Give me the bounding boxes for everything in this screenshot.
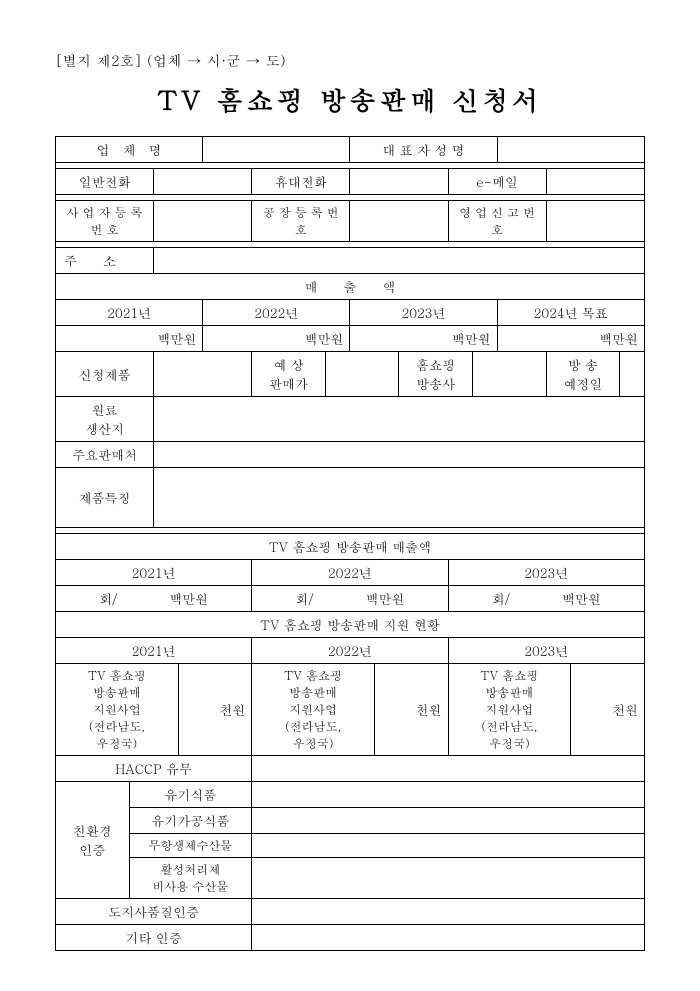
label-mobile: 휴대전화	[252, 169, 350, 195]
field-rev-2022[interactable]: 백만원	[203, 326, 350, 352]
label-ceo: 대 표 자 성 명	[350, 137, 497, 163]
label-gov-cert: 도지사품질인증	[56, 899, 252, 925]
label-organic-proc: 유기가공식품	[129, 808, 252, 834]
field-feature[interactable]	[154, 468, 645, 528]
label-haccp: HACCP 유무	[56, 756, 252, 782]
field-mobile[interactable]	[350, 169, 448, 195]
field-ingredient[interactable]	[154, 397, 645, 442]
field-gov-cert[interactable]	[252, 899, 645, 925]
field-airdate[interactable]	[620, 352, 645, 397]
label-factoryno: 공 장 등 록 번 호	[252, 201, 350, 242]
field-other-cert[interactable]	[252, 925, 645, 951]
field-haccp[interactable]	[252, 756, 645, 782]
label-support: TV 홈쇼핑 방송판매 지원 현황	[56, 612, 645, 638]
field-organic-proc[interactable]	[252, 808, 645, 834]
field-company[interactable]	[203, 137, 350, 163]
label-tvrev: TV 홈쇼핑 방송판매 매출액	[56, 534, 645, 560]
field-bizno[interactable]	[154, 201, 252, 242]
label-bizno: 사 업 자 등 록 번 호	[56, 201, 154, 242]
label-broadcaster: 홈쇼핑 방송사	[399, 352, 473, 397]
field-salesno[interactable]	[546, 201, 644, 242]
field-support-2022[interactable]: 천원	[374, 664, 448, 756]
field-tvrev-2023[interactable]: 회/ 백만원	[448, 586, 645, 612]
label-salesno: 영 업 신 고 번 호	[448, 201, 546, 242]
field-tvrev-2022[interactable]: 회/ 백만원	[252, 586, 448, 612]
label-support-cell-2: TV 홈쇼핑 방송판매 지원사업 (전라남도, 우정국)	[252, 664, 375, 756]
label-active: 활성처리제 비사용 수산물	[129, 858, 252, 899]
label-address: 주 소	[56, 248, 154, 274]
label-seller: 주요판매처	[56, 442, 154, 468]
field-organic-food[interactable]	[252, 782, 645, 808]
label-organic-food: 유기식품	[129, 782, 252, 808]
label-expected-price: 예 상 판매가	[252, 352, 326, 397]
label-y2021: 2021년	[56, 300, 203, 326]
field-email[interactable]	[546, 169, 644, 195]
label-y2024t: 2024년 목표	[497, 300, 644, 326]
field-rev-2021[interactable]: 백만원	[56, 326, 203, 352]
label-y2023: 2023년	[350, 300, 497, 326]
field-broadcaster[interactable]	[473, 352, 547, 397]
form-table: 업 체 명 대 표 자 성 명 일반전화 휴대전화 e-메일 사 업 자 등 록…	[55, 136, 645, 951]
field-rev-2024[interactable]: 백만원	[497, 326, 644, 352]
label-phone: 일반전화	[56, 169, 154, 195]
label-eco: 친환경 인증	[56, 782, 130, 899]
page-title: TV 홈쇼핑 방송판매 신청서	[55, 82, 645, 118]
label-support-2021: 2021년	[56, 638, 252, 664]
field-product[interactable]	[154, 352, 252, 397]
label-email: e-메일	[448, 169, 546, 195]
field-factoryno[interactable]	[350, 201, 448, 242]
field-expected-price[interactable]	[325, 352, 399, 397]
field-no-anti[interactable]	[252, 834, 645, 858]
label-support-2022: 2022년	[252, 638, 448, 664]
header-note: [별지 제2호] (업체 → 시·군 → 도)	[55, 50, 645, 70]
label-tvrev-2021: 2021년	[56, 560, 252, 586]
label-airdate: 방 송 예정일	[546, 352, 620, 397]
label-support-cell-1: TV 홈쇼핑 방송판매 지원사업 (전라남도, 우정국)	[56, 664, 179, 756]
label-tvrev-2022: 2022년	[252, 560, 448, 586]
label-support-cell-3: TV 홈쇼핑 방송판매 지원사업 (전라남도, 우정국)	[448, 664, 571, 756]
label-support-2023: 2023년	[448, 638, 645, 664]
label-tvrev-2023: 2023년	[448, 560, 645, 586]
field-support-2021[interactable]: 천원	[178, 664, 252, 756]
label-no-anti: 무항생제수산물	[129, 834, 252, 858]
field-tvrev-2021[interactable]: 회/ 백만원	[56, 586, 252, 612]
field-seller[interactable]	[154, 442, 645, 468]
label-product: 신청제품	[56, 352, 154, 397]
label-y2022: 2022년	[203, 300, 350, 326]
label-company: 업 체 명	[56, 137, 203, 163]
field-active[interactable]	[252, 858, 645, 899]
label-other-cert: 기타 인증	[56, 925, 252, 951]
field-phone[interactable]	[154, 169, 252, 195]
label-feature: 제품특징	[56, 468, 154, 528]
field-rev-2023[interactable]: 백만원	[350, 326, 497, 352]
label-revenue: 매 출 액	[56, 274, 645, 300]
label-ingredient: 원료 생산지	[56, 397, 154, 442]
field-ceo[interactable]	[497, 137, 644, 163]
field-support-2023[interactable]: 천원	[571, 664, 645, 756]
field-address[interactable]	[154, 248, 645, 274]
